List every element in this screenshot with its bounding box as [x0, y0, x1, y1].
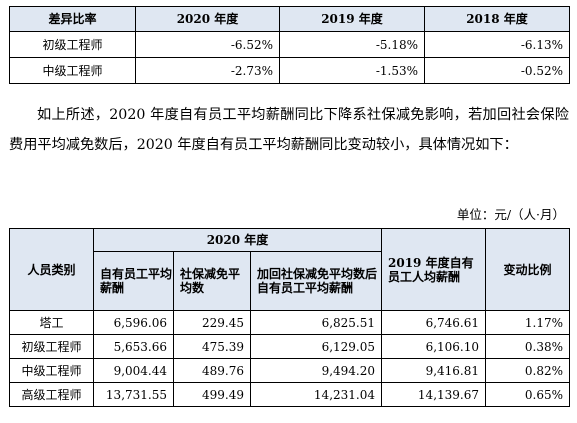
row-label: 中级工程师	[9, 57, 136, 84]
cell-change: 0.82%	[485, 358, 570, 383]
cell-2018: -6.13%	[424, 31, 570, 58]
header-2020-group: 2020 年度	[93, 228, 382, 252]
table-row: 中级工程师 -2.73% -1.53% -0.52%	[9, 57, 570, 84]
cell-social: 499.49	[173, 382, 251, 407]
unit-label: 单位：元/（人·月）	[456, 207, 565, 222]
row-label: 初级工程师	[9, 334, 94, 359]
row-label: 塔工	[9, 310, 94, 335]
cell-change: 0.65%	[485, 382, 570, 407]
header-2020: 2020 年度	[135, 6, 280, 32]
cell-social: 229.45	[173, 310, 251, 335]
header-change-ratio: 变动比例	[485, 228, 570, 311]
cell-added: 9,494.20	[250, 358, 382, 383]
cell-added: 6,825.51	[250, 310, 382, 335]
header-diff-ratio: 差异比率	[9, 6, 136, 32]
header-2019-salary: 2019 年度自有员工人均薪酬	[381, 228, 486, 311]
table-row: 中级工程师 9,004.44 489.76 9,494.20 9,416.81 …	[9, 358, 570, 383]
cell-change: 1.17%	[485, 310, 570, 335]
header-person-type: 人员类别	[9, 228, 94, 311]
difference-ratio-table: 差异比率 2020 年度 2019 年度 2018 年度 初级工程师 -6.52…	[9, 6, 570, 84]
cell-added: 6,129.05	[250, 334, 382, 359]
header-2019: 2019 年度	[279, 6, 425, 32]
cell-2018: -0.52%	[424, 57, 570, 84]
salary-comparison-table: 人员类别 2020 年度 2019 年度自有员工人均薪酬 变动比例 自有员工平均…	[9, 228, 570, 407]
cell-own: 5,653.66	[93, 334, 174, 359]
cell-2020: -2.73%	[135, 57, 280, 84]
header-2018: 2018 年度	[424, 6, 570, 32]
cell-2019: 9,416.81	[381, 358, 486, 383]
header-social-reduction: 社保减免平均数	[173, 251, 251, 311]
cell-added: 14,231.04	[250, 382, 382, 407]
row-label: 初级工程师	[9, 31, 136, 58]
table-header-row: 自有员工平均薪酬 社保减免平均数 加回社保减免平均数后自有员工平均薪酬	[10, 251, 570, 311]
cell-2019: -5.18%	[279, 31, 425, 58]
row-label: 中级工程师	[9, 358, 94, 383]
cell-social: 489.76	[173, 358, 251, 383]
cell-change: 0.38%	[485, 334, 570, 359]
cell-2020: -6.52%	[135, 31, 280, 58]
table-header-row: 人员类别 2020 年度 2019 年度自有员工人均薪酬 变动比例	[9, 228, 570, 311]
header-own-salary: 自有员工平均薪酬	[93, 251, 174, 311]
header-added-salary: 加回社保减免平均数后自有员工平均薪酬	[250, 251, 382, 311]
cell-2019: -1.53%	[279, 57, 425, 84]
table-row: 塔工 6,596.06 229.45 6,825.51 6,746.61 1.1…	[9, 310, 570, 335]
explanation-paragraph: 如上所述，2020 年度自有员工平均薪酬同比下降系社保减免影响，若加回社会保险费…	[9, 107, 569, 153]
cell-own: 9,004.44	[93, 358, 174, 383]
row-label: 高级工程师	[9, 382, 94, 407]
cell-own: 6,596.06	[93, 310, 174, 335]
cell-own: 13,731.55	[93, 382, 174, 407]
cell-social: 475.39	[173, 334, 251, 359]
table-row: 初级工程师 5,653.66 475.39 6,129.05 6,106.10 …	[9, 334, 570, 359]
cell-2019: 6,746.61	[381, 310, 486, 335]
table-row: 高级工程师 13,731.55 499.49 14,231.04 14,139.…	[9, 382, 570, 407]
cell-2019: 6,106.10	[381, 334, 486, 359]
table-row: 初级工程师 -6.52% -5.18% -6.13%	[9, 31, 570, 58]
table-header-row: 差异比率 2020 年度 2019 年度 2018 年度	[9, 6, 570, 32]
cell-2019: 14,139.67	[381, 382, 486, 407]
